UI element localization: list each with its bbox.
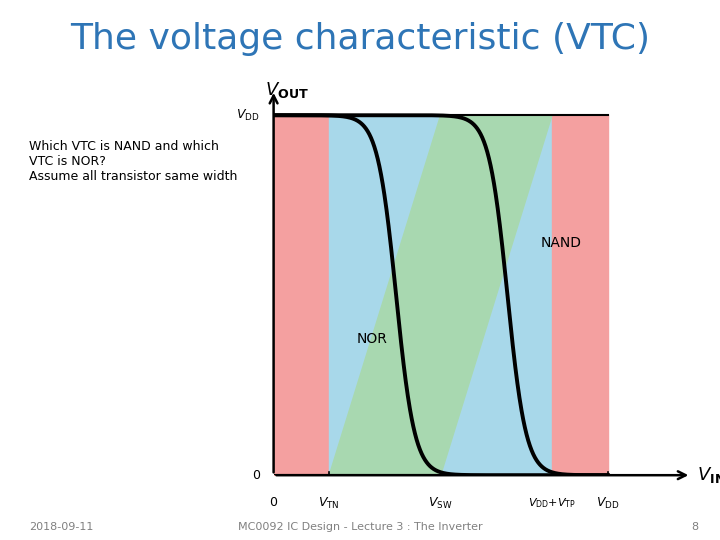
- Text: MC0092 IC Design - Lecture 3 : The Inverter: MC0092 IC Design - Lecture 3 : The Inver…: [238, 522, 482, 532]
- Text: 8: 8: [691, 522, 698, 532]
- Text: $V_{\mathregular{DD}}$: $V_{\mathregular{DD}}$: [596, 496, 619, 511]
- Text: $V_{\mathregular{OUT}}$: $V_{\mathregular{OUT}}$: [265, 80, 309, 100]
- Text: $V_{\mathregular{DD}}$$+V_{\mathregular{TP}}$: $V_{\mathregular{DD}}$$+V_{\mathregular{…: [528, 496, 576, 510]
- Polygon shape: [329, 115, 552, 475]
- Text: 0: 0: [269, 496, 278, 509]
- Text: 2018-09-11: 2018-09-11: [29, 522, 93, 532]
- Text: $V_{\mathregular{DD}}$: $V_{\mathregular{DD}}$: [236, 107, 260, 123]
- Text: The voltage characteristic (VTC): The voltage characteristic (VTC): [70, 22, 650, 56]
- Text: $V_{\mathregular{SW}}$: $V_{\mathregular{SW}}$: [428, 496, 453, 511]
- Text: 0: 0: [252, 469, 260, 482]
- Text: $V_{\mathregular{TN}}$: $V_{\mathregular{TN}}$: [318, 496, 340, 511]
- Text: Which VTC is NAND and which
VTC is NOR?
Assume all transistor same width: Which VTC is NAND and which VTC is NOR? …: [29, 140, 237, 184]
- Text: $V_{\mathregular{IN}}$: $V_{\mathregular{IN}}$: [697, 465, 720, 485]
- Text: NAND: NAND: [541, 236, 582, 250]
- Text: NOR: NOR: [357, 332, 388, 346]
